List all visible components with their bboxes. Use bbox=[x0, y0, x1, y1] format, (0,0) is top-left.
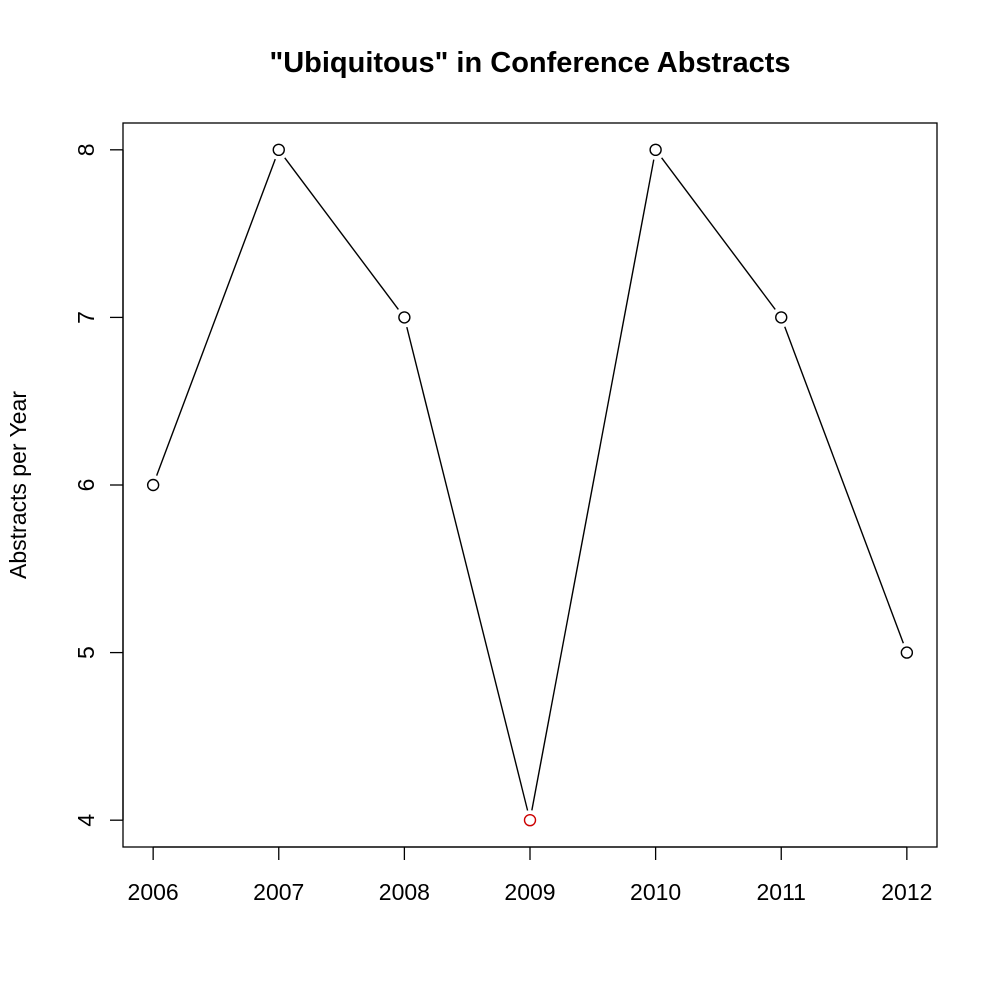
x-tick-label: 2010 bbox=[630, 879, 681, 905]
data-point bbox=[775, 311, 788, 324]
x-axis: 2006 2007 2008 2009 2010 2011 2012 bbox=[128, 846, 932, 905]
data-point bbox=[272, 143, 285, 157]
chart-title: "Ubiquitous" in Conference Abstracts bbox=[269, 47, 790, 79]
data-point bbox=[146, 478, 160, 492]
series-line-segment bbox=[661, 157, 776, 310]
y-axis: 4 5 6 7 8 bbox=[73, 143, 124, 827]
data-point bbox=[649, 143, 662, 157]
y-tick-label: 8 bbox=[73, 143, 99, 156]
series-line-segment bbox=[156, 158, 276, 476]
x-tick-label: 2008 bbox=[379, 879, 430, 905]
x-tick-label: 2012 bbox=[881, 879, 932, 905]
x-tick-label: 2011 bbox=[757, 879, 806, 905]
series-line-segment bbox=[784, 326, 904, 644]
x-tick-label: 2009 bbox=[504, 879, 555, 905]
series-line-segment bbox=[406, 326, 529, 811]
series-line-segment bbox=[531, 159, 655, 811]
series-lines bbox=[156, 157, 904, 811]
data-point bbox=[523, 813, 537, 827]
plot-frame bbox=[122, 122, 938, 848]
y-tick-label: 4 bbox=[73, 814, 99, 827]
y-tick-label: 5 bbox=[73, 646, 99, 659]
data-point bbox=[900, 646, 914, 659]
data-point bbox=[398, 311, 411, 324]
series-points bbox=[146, 143, 914, 827]
x-tick-label: 2006 bbox=[128, 879, 179, 905]
series-line-segment bbox=[284, 157, 399, 310]
y-tick-label: 7 bbox=[73, 311, 99, 324]
y-tick-label: 6 bbox=[73, 479, 99, 492]
x-tick-label: 2007 bbox=[253, 879, 304, 905]
y-axis-label: Abstracts per Year bbox=[5, 391, 31, 579]
